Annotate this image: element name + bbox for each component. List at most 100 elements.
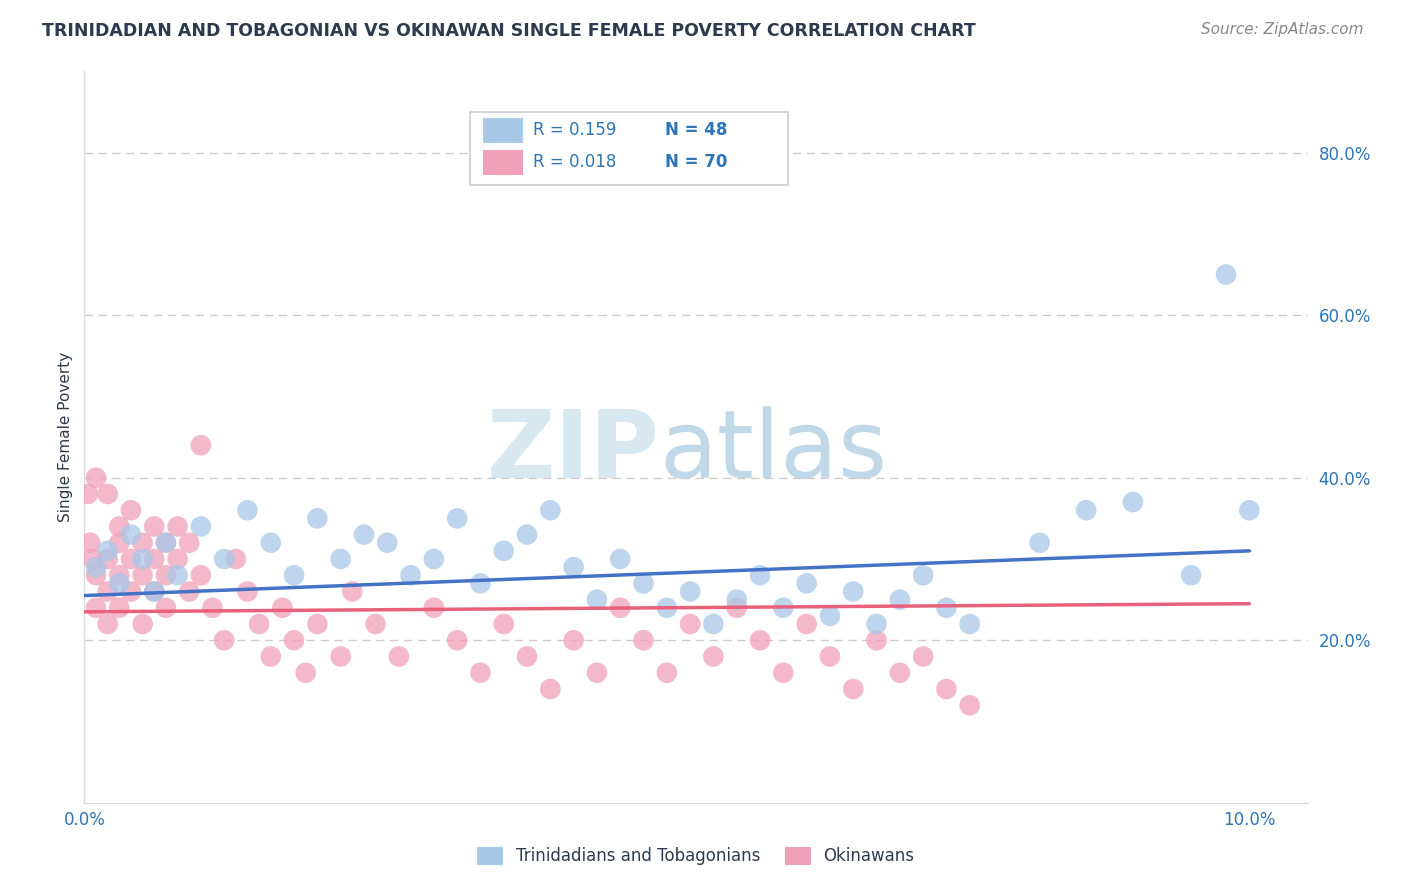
Point (633, 576, 655, 591)
Point (633, 633, 655, 648)
Point (702, 617, 724, 632)
Point (655, 665, 678, 680)
Point (329, 649, 352, 664)
Point (155, 600, 177, 615)
Point (225, 552, 247, 566)
Point (655, 600, 678, 615)
Point (155, 535, 177, 549)
Text: R = 0.159: R = 0.159 (533, 121, 617, 139)
Point (492, 617, 515, 632)
Text: N = 70: N = 70 (665, 153, 728, 171)
Point (889, 665, 911, 680)
Point (702, 649, 724, 664)
Point (155, 568, 177, 582)
Point (166, 519, 188, 533)
Point (818, 649, 841, 664)
Point (679, 584, 702, 599)
Point (772, 600, 794, 615)
Point (97, 584, 120, 599)
Point (82, 552, 104, 566)
Point (190, 438, 212, 452)
Point (236, 503, 259, 517)
Point (97, 617, 120, 632)
Point (108, 568, 131, 582)
Point (342, 584, 364, 599)
Point (131, 535, 153, 549)
Point (796, 617, 818, 632)
Point (1076, 503, 1098, 517)
Point (1215, 268, 1237, 282)
Point (131, 552, 153, 566)
Point (247, 617, 270, 632)
Text: TRINIDADIAN AND TOBAGONIAN VS OKINAWAN SINGLE FEMALE POVERTY CORRELATION CHART: TRINIDADIAN AND TOBAGONIAN VS OKINAWAN S… (42, 22, 976, 40)
Point (108, 519, 131, 533)
Point (725, 592, 748, 607)
Point (84, 471, 107, 485)
Point (912, 649, 935, 664)
Point (97, 487, 120, 501)
Point (131, 617, 153, 632)
Point (190, 568, 212, 582)
Text: N = 48: N = 48 (665, 121, 728, 139)
Point (143, 552, 166, 566)
Point (166, 568, 188, 582)
Point (388, 649, 411, 664)
Point (423, 552, 446, 566)
Point (190, 519, 212, 533)
Point (586, 592, 609, 607)
Point (283, 633, 305, 648)
Point (84, 600, 107, 615)
Point (912, 568, 935, 582)
Point (212, 552, 235, 566)
Point (889, 592, 911, 607)
Point (375, 535, 398, 549)
Point (294, 665, 316, 680)
Point (108, 576, 131, 591)
Point (179, 535, 201, 549)
Text: ZIP: ZIP (486, 406, 659, 498)
Point (329, 552, 352, 566)
Point (143, 519, 166, 533)
Point (108, 535, 131, 549)
Point (97, 544, 120, 558)
Point (842, 584, 865, 599)
Point (865, 633, 887, 648)
Point (446, 633, 468, 648)
Point (120, 527, 142, 541)
FancyBboxPatch shape (484, 118, 522, 142)
Point (562, 560, 585, 574)
Point (399, 568, 422, 582)
Point (143, 584, 166, 599)
Point (84, 568, 107, 582)
Point (108, 600, 131, 615)
Point (260, 649, 283, 664)
Point (260, 535, 283, 549)
Text: Source: ZipAtlas.com: Source: ZipAtlas.com (1201, 22, 1364, 37)
Point (772, 665, 794, 680)
Point (423, 600, 446, 615)
Point (842, 681, 865, 696)
Point (609, 600, 631, 615)
Point (749, 633, 772, 648)
Point (236, 584, 259, 599)
Point (353, 527, 375, 541)
Point (283, 568, 305, 582)
Point (84, 560, 107, 574)
Point (935, 600, 957, 615)
Point (97, 552, 120, 566)
Text: atlas: atlas (659, 406, 887, 498)
Point (609, 552, 631, 566)
Point (364, 617, 387, 632)
Point (865, 617, 887, 632)
Point (179, 584, 201, 599)
Point (307, 617, 329, 632)
Point (1122, 495, 1144, 509)
Point (307, 511, 329, 525)
Point (1180, 568, 1202, 582)
Point (155, 535, 177, 549)
Point (492, 544, 515, 558)
Point (120, 584, 142, 599)
Point (470, 576, 492, 591)
Point (538, 681, 561, 696)
Point (120, 503, 142, 517)
